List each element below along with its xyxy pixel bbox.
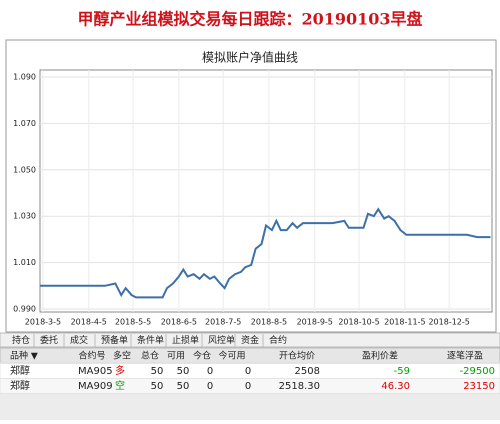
column-header: 今可用: [218, 350, 245, 362]
net-value-line: [40, 207, 491, 299]
column-header: 可用: [167, 351, 185, 362]
table-cell: 0: [207, 366, 213, 377]
table-cell: 50: [151, 366, 164, 377]
table-cell: 50: [177, 381, 190, 392]
y-tick-label: 1.070: [13, 119, 36, 128]
table-cell: 郑醇: [10, 379, 30, 392]
x-tick-label: 2018-9-5: [297, 318, 333, 327]
tab[interactable]: 资金: [241, 334, 259, 346]
column-header: 合约号: [78, 350, 105, 362]
tab[interactable]: 委托: [40, 334, 58, 346]
tab[interactable]: 风控单: [208, 334, 235, 346]
x-tick-label: 2018-12-5: [428, 318, 469, 327]
table-cell: 46.30: [381, 381, 410, 392]
tab[interactable]: 条件单: [137, 334, 164, 346]
y-tick-label: 1.050: [13, 165, 36, 174]
table-cell: MA905: [78, 366, 113, 377]
tab[interactable]: 止损单: [172, 334, 199, 346]
table-cell: 50: [151, 381, 164, 392]
x-tick-label: 2018-6-5: [161, 318, 197, 327]
x-tick-label: 2018-3-5: [25, 318, 61, 327]
empty-area: [0, 393, 500, 420]
x-tick-label: 2018-10-5: [338, 318, 379, 327]
y-tick-label: 0.990: [13, 305, 36, 314]
y-tick-label: 1.090: [13, 73, 36, 82]
table-cell: 0: [207, 381, 213, 392]
page-title: 甲醇产业组模拟交易每日跟踪：20190103早盘: [77, 10, 422, 29]
column-header: 开仓均价: [279, 350, 315, 362]
tab[interactable]: 成交: [70, 334, 88, 346]
tab[interactable]: 持仓: [12, 334, 30, 346]
y-tick-label: 1.010: [13, 258, 36, 267]
table-cell: 郑醇: [10, 364, 30, 377]
x-tick-label: 2018-11-5: [384, 318, 425, 327]
x-tick-label: 2018-7-5: [205, 318, 241, 327]
table-cell: 空: [115, 379, 125, 392]
table-cell: 2518.30: [279, 381, 320, 392]
table-cell: MA909: [78, 381, 113, 392]
x-tick-label: 2018-4-5: [71, 318, 107, 327]
x-tick-label: 2018-5-5: [115, 318, 151, 327]
column-header: 逐笔浮盈: [447, 350, 483, 362]
plot-frame: [39, 69, 493, 313]
column-header: 多空: [113, 350, 131, 362]
y-tick-label: 1.030: [13, 212, 36, 221]
column-header: 总仓: [141, 350, 159, 362]
table-cell: -59: [394, 366, 410, 377]
table-cell: 0: [245, 381, 251, 392]
chart-frame: [5, 39, 497, 333]
tab[interactable]: 预备单: [101, 334, 128, 346]
column-header[interactable]: 品种 ▼: [10, 350, 38, 362]
table-cell: -29500: [460, 366, 495, 377]
chart-title: 模拟账户净值曲线: [202, 50, 298, 65]
table-cell: 0: [245, 366, 251, 377]
column-header: 盈利价差: [362, 350, 398, 362]
tab-bar: [0, 332, 500, 348]
tab[interactable]: 合约: [269, 334, 287, 346]
table-cell: 多: [115, 364, 125, 377]
table-header-bg: [0, 347, 500, 364]
column-header: 今仓: [193, 350, 211, 362]
table-cell: 50: [177, 366, 190, 377]
table-cell: 2508: [295, 366, 320, 377]
table-row[interactable]: [0, 378, 500, 394]
table-cell: 23150: [463, 381, 495, 392]
x-tick-label: 2018-8-5: [251, 318, 287, 327]
